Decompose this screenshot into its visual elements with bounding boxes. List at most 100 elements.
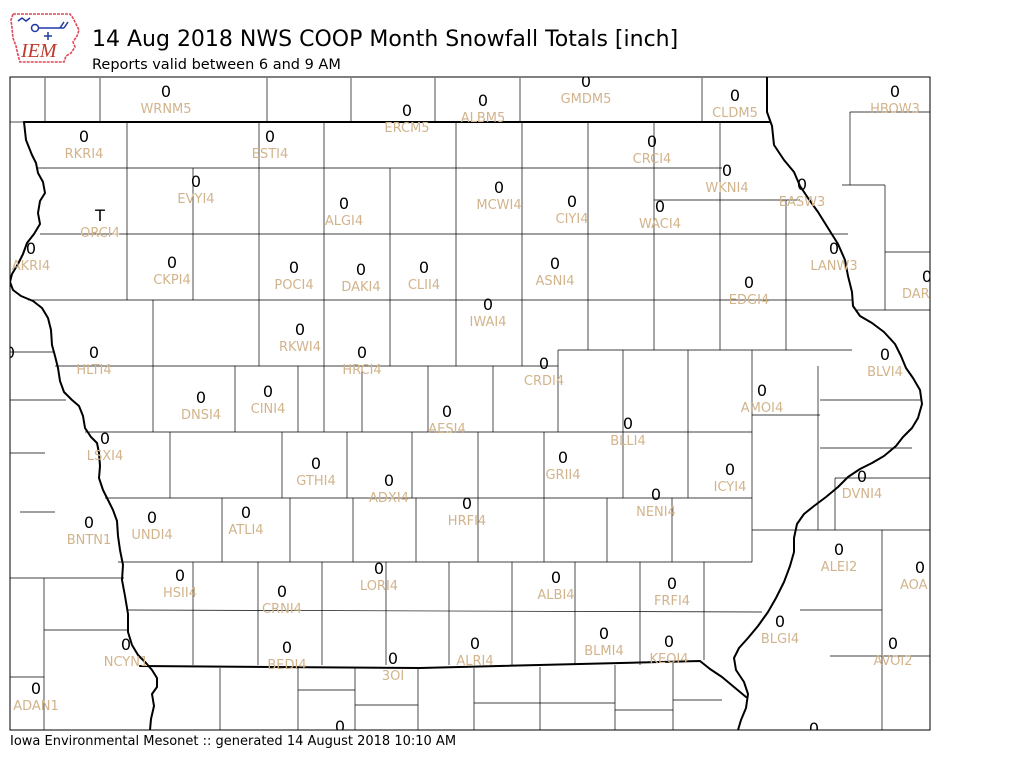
station-value: 0: [890, 82, 900, 101]
station-label: BLMI4: [584, 644, 623, 659]
station-value: 0: [599, 624, 609, 643]
station-label: ALRI4: [456, 654, 493, 669]
station-value: 0: [664, 632, 674, 651]
station-value: 0: [857, 467, 867, 486]
station-label: CIYI4: [556, 212, 589, 227]
station-label: DNSI4: [181, 408, 221, 423]
station-value: 0: [175, 566, 185, 585]
county-line: [127, 609, 763, 613]
station-value: T: [94, 206, 105, 225]
station-value: 0: [161, 82, 171, 101]
station-label: ADXI4: [369, 491, 409, 506]
station-label: HBOW3: [870, 102, 920, 117]
map-background: [10, 77, 930, 730]
station-label: ALEI2: [821, 560, 857, 575]
station-label: DVNI4: [842, 487, 883, 502]
station-marker: 0: [5, 343, 15, 362]
station-label: BLLI4: [610, 434, 646, 449]
station-label: HLTI4: [76, 363, 111, 378]
station-value: 0: [470, 634, 480, 653]
station-label: DAR: [902, 287, 930, 302]
station-value: 0: [757, 381, 767, 400]
station-value: 0: [143, 727, 153, 746]
station-value: 0: [581, 72, 591, 91]
station-label: RKRI4: [65, 147, 104, 162]
station-label: CRCI4: [633, 152, 672, 167]
station-value: 0: [725, 460, 735, 479]
station-value: 0: [667, 574, 677, 593]
station-value: 0: [655, 197, 665, 216]
station-value: 0: [419, 258, 429, 277]
station-value: 0: [730, 86, 740, 105]
station-label: IWAI4: [470, 315, 507, 330]
station-label: ESTI4: [252, 147, 289, 162]
station-value: 0: [558, 448, 568, 467]
station-value: 0: [241, 503, 251, 522]
station-label: GRII4: [545, 468, 580, 483]
state-boundary: [10, 121, 158, 730]
station-label: LANW3: [810, 259, 857, 274]
station-value: 0: [31, 679, 41, 698]
station-label: AMOI4: [741, 401, 783, 416]
station-label: CRDI4: [524, 374, 564, 389]
station-label: MCWI4: [476, 198, 521, 213]
station-value: 0: [402, 101, 412, 120]
station-value: 0: [5, 343, 15, 362]
station-value: 0: [483, 295, 493, 314]
station-value: 0: [651, 485, 661, 504]
station-label: BEDI4: [267, 658, 306, 673]
station-value: 0: [84, 513, 94, 532]
map-subtitle: Reports valid between 6 and 9 AM: [92, 57, 341, 73]
station-value: 0: [551, 568, 561, 587]
station-label: HSII4: [163, 586, 197, 601]
station-label: UNDI4: [131, 528, 172, 543]
station-label: WACI4: [639, 217, 681, 232]
station-value: 0: [915, 558, 925, 577]
station-value: 0: [809, 719, 819, 738]
station-label: GTHI4: [296, 474, 335, 489]
station-label: ALBM5: [461, 111, 506, 126]
station-value: 0: [339, 194, 349, 213]
station-value: 0: [550, 254, 560, 273]
station-value: 0: [26, 239, 36, 258]
state-boundary: [733, 77, 923, 730]
station-value: 0: [834, 540, 844, 559]
